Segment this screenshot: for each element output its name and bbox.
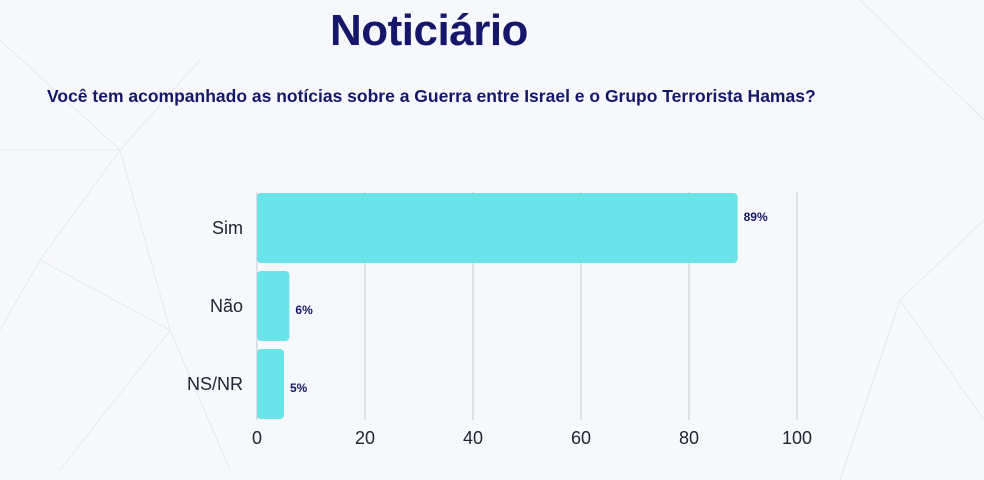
value-label: 6% bbox=[295, 303, 313, 317]
category-label: NS/NR bbox=[187, 374, 243, 394]
bar-ns-nr bbox=[257, 349, 284, 419]
labels: 0 20 40 60 80 100 Sim 89% Não 6% NS/NR 5% bbox=[187, 210, 812, 448]
x-tick-label: 60 bbox=[571, 428, 591, 448]
category-label: Não bbox=[210, 296, 243, 316]
bars bbox=[257, 193, 738, 419]
value-label: 5% bbox=[290, 381, 308, 395]
value-label: 89% bbox=[744, 210, 768, 224]
x-tick-label: 0 bbox=[252, 428, 262, 448]
x-tick-label: 100 bbox=[782, 428, 812, 448]
bar-sim bbox=[257, 193, 738, 263]
survey-question: Você tem acompanhado as notícias sobre a… bbox=[47, 86, 816, 106]
category-label: Sim bbox=[212, 218, 243, 238]
bar-n-o bbox=[257, 271, 290, 341]
page-title: Noticiário bbox=[330, 6, 528, 55]
x-tick-label: 40 bbox=[463, 428, 483, 448]
x-tick-label: 80 bbox=[679, 428, 699, 448]
x-tick-label: 20 bbox=[355, 428, 375, 448]
